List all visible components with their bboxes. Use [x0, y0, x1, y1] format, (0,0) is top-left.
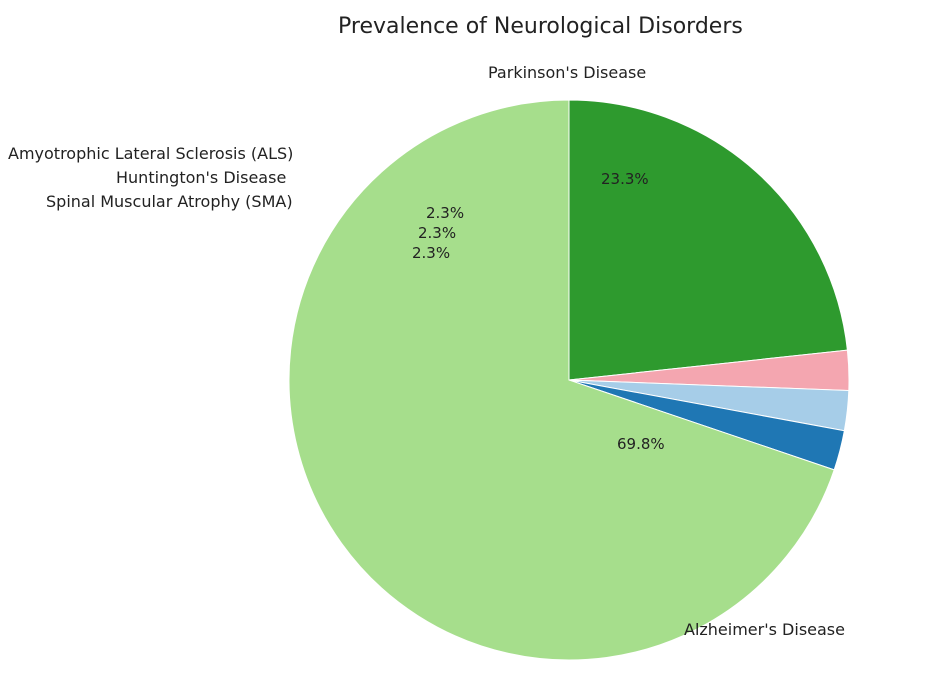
pie-chart-container: Prevalence of Neurological Disorders Par… — [0, 0, 933, 681]
slice-label-alzheimers: Alzheimer's Disease — [684, 620, 845, 639]
slice-pct-huntingtons: 2.3% — [418, 224, 456, 242]
pie-chart-svg — [0, 0, 933, 681]
pie-slice — [569, 100, 847, 380]
slice-pct-alzheimers: 69.8% — [617, 435, 665, 453]
slice-pct-als: 2.3% — [426, 204, 464, 222]
slice-label-huntingtons: Huntington's Disease — [116, 168, 286, 187]
slice-label-als: Amyotrophic Lateral Sclerosis (ALS) — [8, 144, 293, 163]
slice-label-parkinsons: Parkinson's Disease — [488, 63, 646, 82]
slice-label-sma: Spinal Muscular Atrophy (SMA) — [46, 192, 293, 211]
slice-pct-sma: 2.3% — [412, 244, 450, 262]
slice-pct-parkinsons: 23.3% — [601, 170, 649, 188]
chart-title: Prevalence of Neurological Disorders — [338, 14, 743, 39]
